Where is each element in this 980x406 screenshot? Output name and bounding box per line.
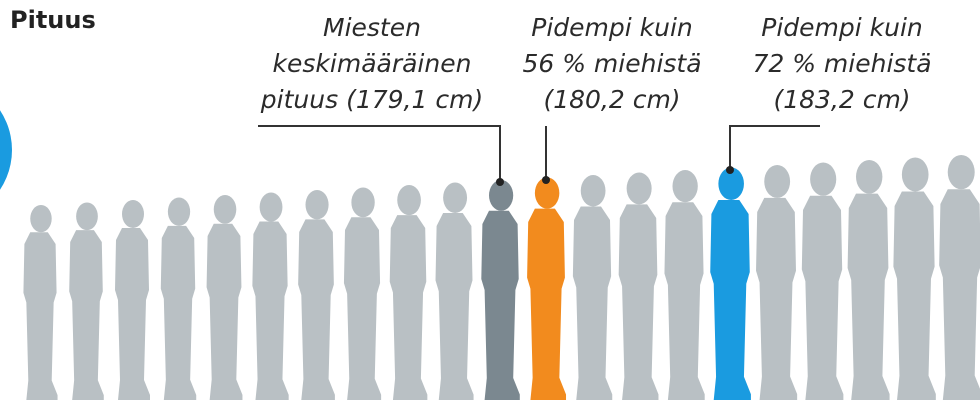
body — [436, 213, 474, 400]
side-circle — [0, 78, 12, 222]
person-silhouette — [69, 202, 104, 400]
person-silhouette — [527, 178, 566, 400]
person-silhouette — [893, 158, 935, 401]
annotation-line: (180,2 cm) — [543, 85, 680, 114]
infographic: Pituus Miesten keskimääräinen pituus (17… — [0, 0, 980, 406]
body — [664, 202, 704, 400]
head — [122, 200, 144, 228]
person-silhouette — [664, 170, 704, 400]
figures — [23, 155, 980, 400]
marker-dot — [726, 166, 734, 174]
body — [893, 191, 935, 400]
head — [351, 188, 374, 218]
person-silhouette — [481, 180, 520, 400]
person-silhouette — [436, 183, 474, 401]
person-silhouette — [344, 188, 381, 401]
body — [619, 204, 659, 400]
person-silhouette — [756, 165, 797, 400]
title: Pituus — [10, 6, 96, 34]
body — [802, 196, 844, 400]
head — [902, 158, 929, 192]
person-silhouette — [939, 155, 980, 400]
head — [306, 190, 329, 219]
body — [161, 226, 196, 400]
head — [168, 197, 190, 225]
head — [856, 160, 882, 194]
marker-dot — [542, 176, 550, 184]
head — [30, 205, 51, 232]
body — [69, 230, 104, 400]
person-silhouette — [573, 175, 612, 400]
annotation-line: keskimääräinen — [273, 49, 472, 78]
head — [764, 165, 790, 198]
leader-line — [730, 126, 820, 170]
body — [207, 224, 243, 400]
person-silhouette — [252, 193, 288, 401]
annotation-line: pituus (179,1 cm) — [260, 85, 483, 114]
person-silhouette — [619, 172, 659, 400]
head — [810, 163, 836, 196]
body — [527, 209, 566, 400]
annotation-line: (183,2 cm) — [773, 85, 910, 114]
body — [481, 211, 520, 400]
person-silhouette — [802, 163, 844, 401]
person-silhouette — [298, 190, 335, 400]
head — [948, 155, 975, 189]
annotation-line: Pidempi kuin — [761, 13, 923, 42]
annotation-line: Miesten — [323, 13, 421, 42]
head — [76, 202, 98, 230]
head — [443, 183, 467, 213]
body — [848, 194, 890, 400]
person-silhouette — [23, 205, 57, 400]
body — [298, 219, 335, 400]
body — [390, 215, 428, 400]
body — [344, 217, 381, 400]
person-silhouette — [848, 160, 890, 400]
body — [252, 222, 288, 400]
leader-line — [258, 126, 500, 182]
person-silhouette — [115, 200, 150, 400]
annotation-line: Pidempi kuin — [531, 13, 693, 42]
person-silhouette — [207, 195, 243, 400]
head — [627, 172, 652, 204]
body — [756, 198, 797, 400]
body — [115, 228, 150, 400]
person-silhouette — [390, 185, 428, 400]
marker-dot — [496, 178, 504, 186]
head — [581, 175, 606, 207]
annotation-line: 56 % miehistä — [522, 49, 701, 78]
person-silhouette — [161, 197, 196, 400]
person-silhouette — [710, 168, 751, 401]
head — [397, 185, 421, 215]
body — [939, 189, 980, 400]
annotation-line: 72 % miehistä — [752, 49, 931, 78]
head — [260, 193, 283, 222]
body — [573, 207, 612, 401]
head — [673, 170, 698, 202]
body — [710, 200, 751, 400]
head — [214, 195, 237, 224]
body — [23, 232, 57, 400]
